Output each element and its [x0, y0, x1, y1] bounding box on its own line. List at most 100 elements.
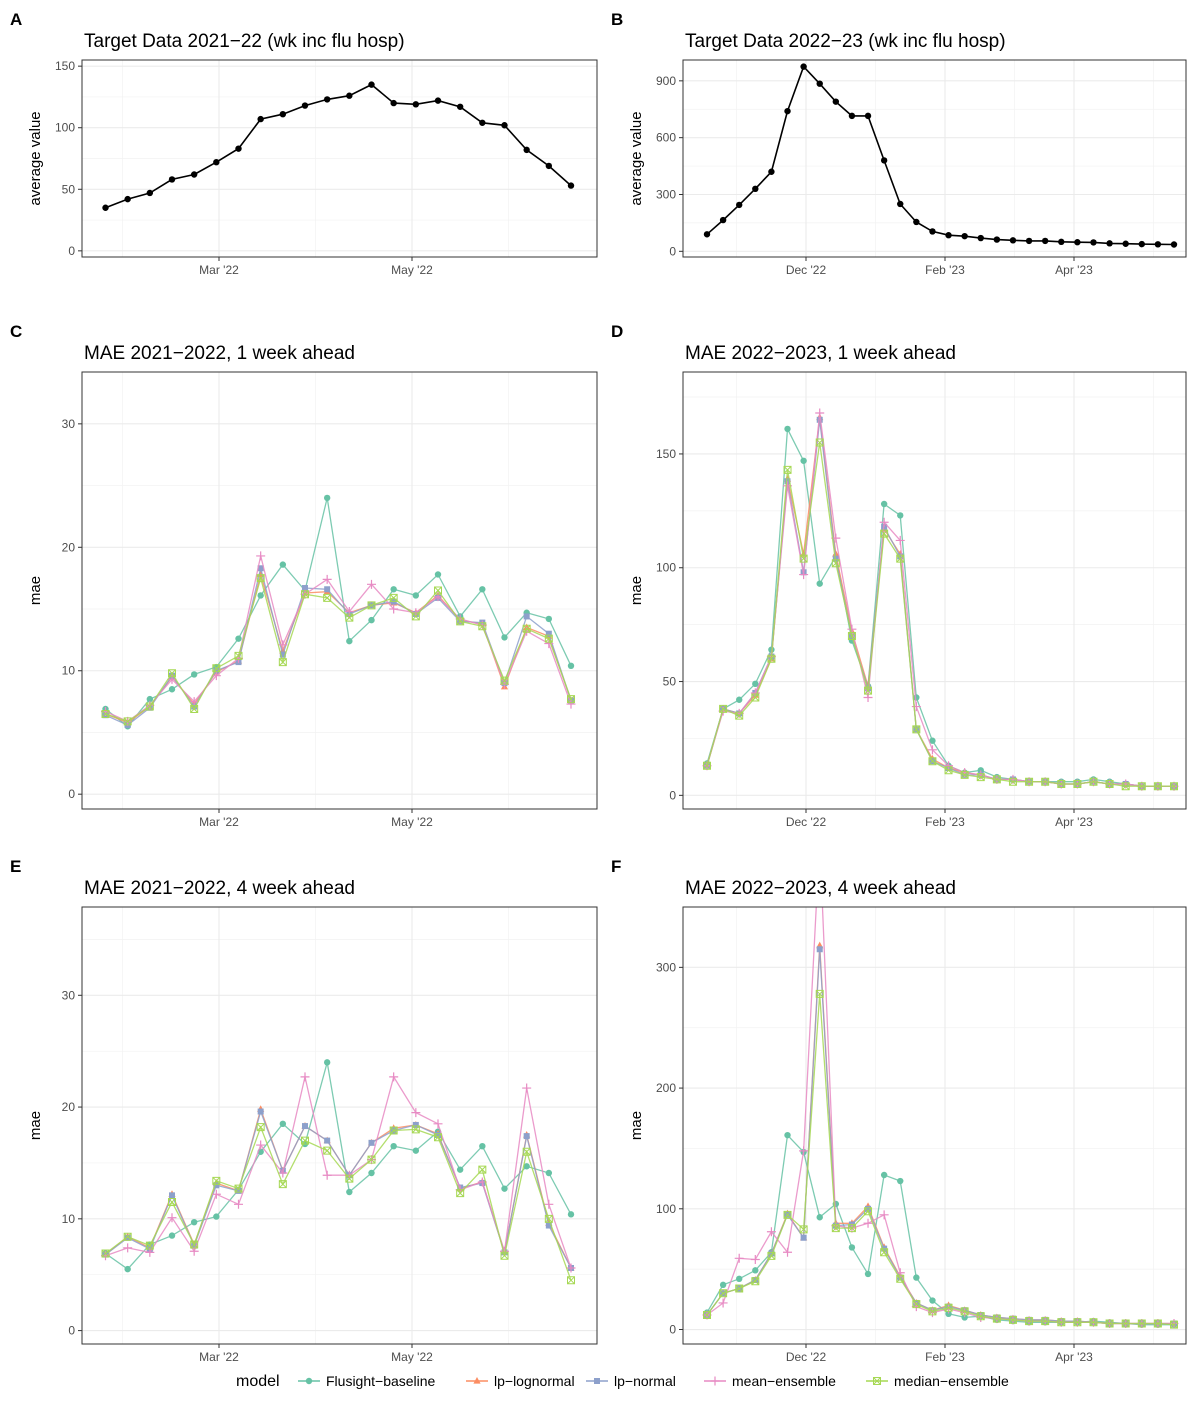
series-flusight-baseline-point: [897, 1177, 904, 1185]
series-flusight-baseline-point: [346, 637, 353, 645]
series-flusight-baseline-point: [213, 1213, 220, 1220]
plot-border: [682, 906, 1187, 1345]
series-lp-normal-point: [213, 667, 220, 674]
series-median-ensemble-point: [145, 702, 154, 711]
series-median-ensemble-point: [256, 574, 265, 583]
series-median-ensemble-point: [864, 1207, 873, 1216]
series-median-ensemble-point: [1025, 1317, 1034, 1326]
series-group: [102, 81, 575, 211]
series-target-point: [1122, 240, 1129, 247]
series-median-ensemble-point: [544, 634, 553, 643]
series-target-point: [190, 171, 198, 178]
series-median-ensemble-point: [256, 1123, 265, 1132]
series-flusight-baseline-point: [279, 1120, 287, 1128]
series-mean-ensemble-point: [783, 1247, 793, 1257]
series-lp-normal-point: [768, 1250, 775, 1257]
series-median-ensemble-point: [1121, 782, 1130, 791]
series-mean-ensemble-point: [211, 1189, 221, 1199]
series-median-ensemble-point: [992, 775, 1001, 784]
series-target-point: [213, 158, 220, 166]
series-target-point: [977, 234, 984, 242]
series-median-ensemble-point: [864, 686, 873, 695]
y-tick-label: 10: [62, 664, 76, 678]
series-median-ensemble-point: [411, 612, 420, 621]
series-group: [702, 408, 1179, 791]
panel-letter: B: [611, 10, 623, 29]
series-median-ensemble-point: [478, 622, 487, 631]
series-target-point: [146, 189, 154, 197]
series-target-point: [913, 218, 920, 226]
plot-background: [82, 372, 597, 809]
series-mean-ensemble-point: [167, 1213, 177, 1223]
series-lp-normal-point: [169, 1192, 175, 1199]
series-median-ensemble-point: [434, 586, 442, 595]
series-target-point: [929, 228, 936, 235]
series-target-point: [897, 200, 904, 208]
series-mean-ensemble-point: [189, 697, 199, 707]
series-lp-normal-point: [257, 1108, 264, 1115]
series-median-ensemble-point: [880, 1248, 889, 1257]
series-flusight-baseline-point: [752, 1267, 759, 1274]
series-target-point: [848, 112, 856, 120]
series-target-point: [235, 145, 242, 152]
series-flusight-baseline-point: [736, 696, 743, 703]
plot-background: [82, 907, 597, 1344]
series-median-ensemble-point: [783, 465, 792, 474]
series-median-ensemble-point: [783, 1210, 792, 1219]
series-lp-normal-point: [816, 946, 823, 953]
series-target-point: [1041, 237, 1049, 245]
series-flusight-baseline-point: [880, 500, 888, 508]
series-median-ensemble-point: [278, 1180, 287, 1189]
series-flusight-baseline-point: [736, 1275, 743, 1283]
series-flusight-baseline-point: [434, 571, 442, 578]
plot-border: [682, 371, 1187, 810]
series-flusight-baseline-point: [323, 1059, 331, 1066]
series-mean-ensemble-point: [367, 579, 376, 589]
series-mean-ensemble-point: [879, 1210, 889, 1220]
series-lp-normal-point: [800, 1234, 807, 1241]
series-median-ensemble-point: [367, 601, 376, 610]
y-tick-label: 50: [663, 675, 677, 689]
plot-background: [683, 60, 1186, 257]
series-flusight-baseline-point: [412, 1147, 420, 1154]
series-flusight-baseline-point: [848, 1244, 856, 1251]
series-flusight-baseline-line: [105, 1062, 572, 1270]
series-flusight-baseline-point: [323, 494, 331, 502]
legend-item: median−ensemble: [866, 1373, 1009, 1389]
series-median-ensemble-point: [1025, 777, 1034, 786]
series-flusight-baseline-point: [368, 1169, 375, 1177]
series-flusight-baseline-point: [412, 592, 420, 599]
series-flusight-baseline-point: [346, 1188, 353, 1196]
series-median-ensemble-point: [1057, 779, 1066, 788]
series-mean-ensemble-point: [322, 1170, 332, 1180]
series-median-ensemble-point: [168, 1198, 176, 1207]
series-median-ensemble-point: [389, 1126, 398, 1135]
panel-e: E MAE 2021−2022, 4 week ahead 0 10 20 30 Mar '…: [10, 857, 598, 1364]
series-flusight-baseline-point: [390, 586, 397, 593]
series-mean-ensemble-point: [389, 1072, 399, 1082]
x-tick-label: Mar '22: [199, 1350, 239, 1364]
y-tick-label: 600: [656, 131, 676, 145]
series-lp-normal-point: [324, 1137, 331, 1144]
series-flusight-baseline-point: [279, 561, 287, 568]
series-median-ensemble-point: [478, 1165, 487, 1174]
series-target-point: [479, 119, 486, 126]
panel-letter: E: [10, 857, 21, 876]
series-lp-normal-point: [368, 1139, 375, 1146]
series-median-ensemble-point: [1041, 777, 1050, 786]
series-mean-ensemble-point: [944, 761, 954, 771]
series-mean-ensemble-point: [799, 570, 809, 580]
legend-label: median−ensemble: [894, 1373, 1009, 1389]
series-median-ensemble-point: [190, 705, 199, 714]
y-tick-label: 30: [62, 988, 76, 1002]
legend-label: lp−normal: [614, 1373, 676, 1389]
series-median-ensemble-point: [1089, 777, 1098, 786]
series-target-point: [323, 96, 331, 103]
series-median-ensemble-point: [992, 1314, 1001, 1323]
legend-label: mean−ensemble: [732, 1373, 836, 1389]
series-mean-ensemble-point: [863, 1218, 873, 1228]
panel-title: MAE 2021−2022, 1 week ahead: [84, 343, 355, 364]
series-target-point: [784, 107, 791, 115]
y-tick-label: 10: [62, 1212, 76, 1226]
series-mean-ensemble-point: [389, 604, 399, 614]
